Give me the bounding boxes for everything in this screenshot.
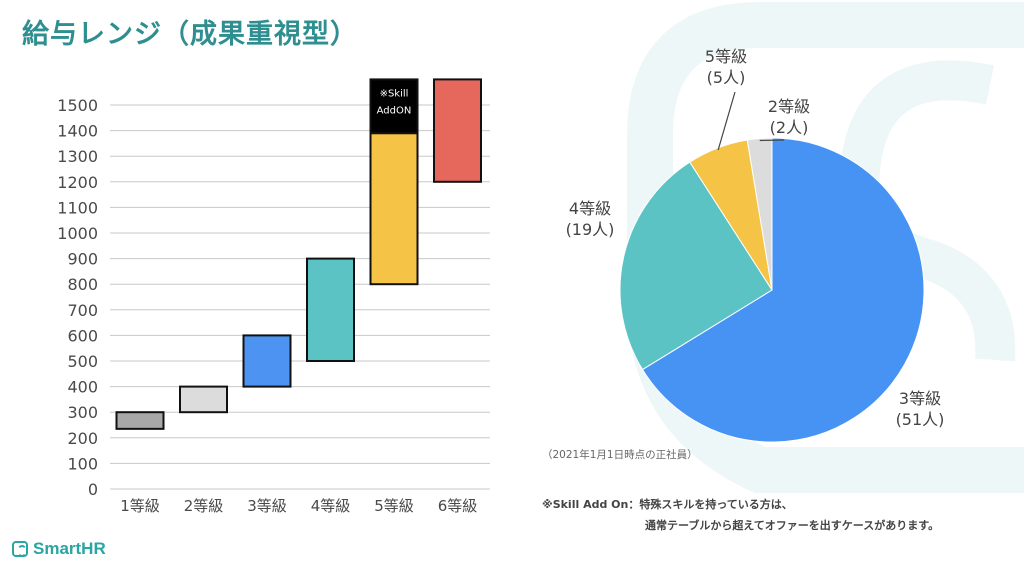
pie-slice [619, 161, 773, 371]
pie-label: 2等級 [768, 97, 810, 116]
y-tick-label: 1400 [57, 122, 98, 141]
x-tick-label: 1等級 [120, 497, 160, 515]
salary-range-chart: 0 100 200 300 400 500 600 700 800 900 1000 1100 1200… [57, 78, 490, 515]
pie-label: 5等級 [705, 47, 747, 66]
y-tick-label: 1200 [57, 173, 98, 192]
page-title: 給与レンジ（成果重視型） [22, 19, 358, 50]
range-bar [433, 78, 482, 183]
pie-slice [641, 137, 925, 443]
x-tick-label: 5等級 [374, 497, 414, 515]
range-bar [306, 257, 355, 363]
x-tick-label: 3等級 [247, 497, 287, 515]
pie-slice [746, 137, 773, 291]
pie-count-label: (2人) [770, 118, 809, 137]
y-tick-label: 1100 [57, 198, 98, 217]
range-bar [115, 411, 165, 430]
y-tick-label: 0 [88, 480, 98, 499]
y-tick-label: 400 [67, 378, 98, 397]
pie-label: 4等級 [569, 199, 611, 218]
x-tick-label: 2等級 [184, 497, 224, 515]
skill-addon-note-line1: ※Skill Add On：特殊スキルを持っている方は、 [542, 498, 793, 511]
pie-footnote: （2021年1月1日時点の正社員） [542, 449, 698, 461]
y-tick-label: 100 [67, 454, 98, 473]
y-tick-label: 1300 [57, 147, 98, 166]
pie-label: 3等級 [899, 389, 941, 408]
skill-addon-label: AddON [377, 105, 412, 116]
x-tick-label: 6等級 [438, 497, 478, 515]
range-bar [369, 132, 419, 286]
skill-addon-note-line2: 通常テーブルから超えてオファーを出すケースがあります。 [645, 519, 940, 532]
range-bar [179, 385, 228, 414]
skill-addon-bar [369, 78, 419, 135]
smarthr-logo-icon [12, 541, 28, 557]
y-tick-label: 600 [67, 326, 98, 345]
smarthr-logo-text: SmartHR [33, 539, 106, 558]
y-tick-label: 800 [67, 275, 98, 294]
y-tick-label: 300 [67, 403, 98, 422]
smarthr-logo: SmartHR [12, 539, 106, 559]
y-tick-label: 900 [67, 250, 98, 269]
range-bar [242, 334, 292, 388]
skill-addon-label: ※Skill [380, 88, 409, 99]
y-tick-label: 1500 [57, 96, 98, 115]
y-tick-label: 1000 [57, 224, 98, 243]
pie-count-label: (51人) [896, 410, 945, 429]
leader-line [717, 91, 736, 151]
y-tick-label: 500 [67, 352, 98, 371]
pie-count-label: (5人) [707, 68, 746, 87]
x-tick-label: 4等級 [311, 497, 351, 515]
pie-count-label: (19人) [566, 220, 615, 239]
y-tick-label: 200 [67, 429, 98, 448]
y-tick-label: 700 [67, 301, 98, 320]
